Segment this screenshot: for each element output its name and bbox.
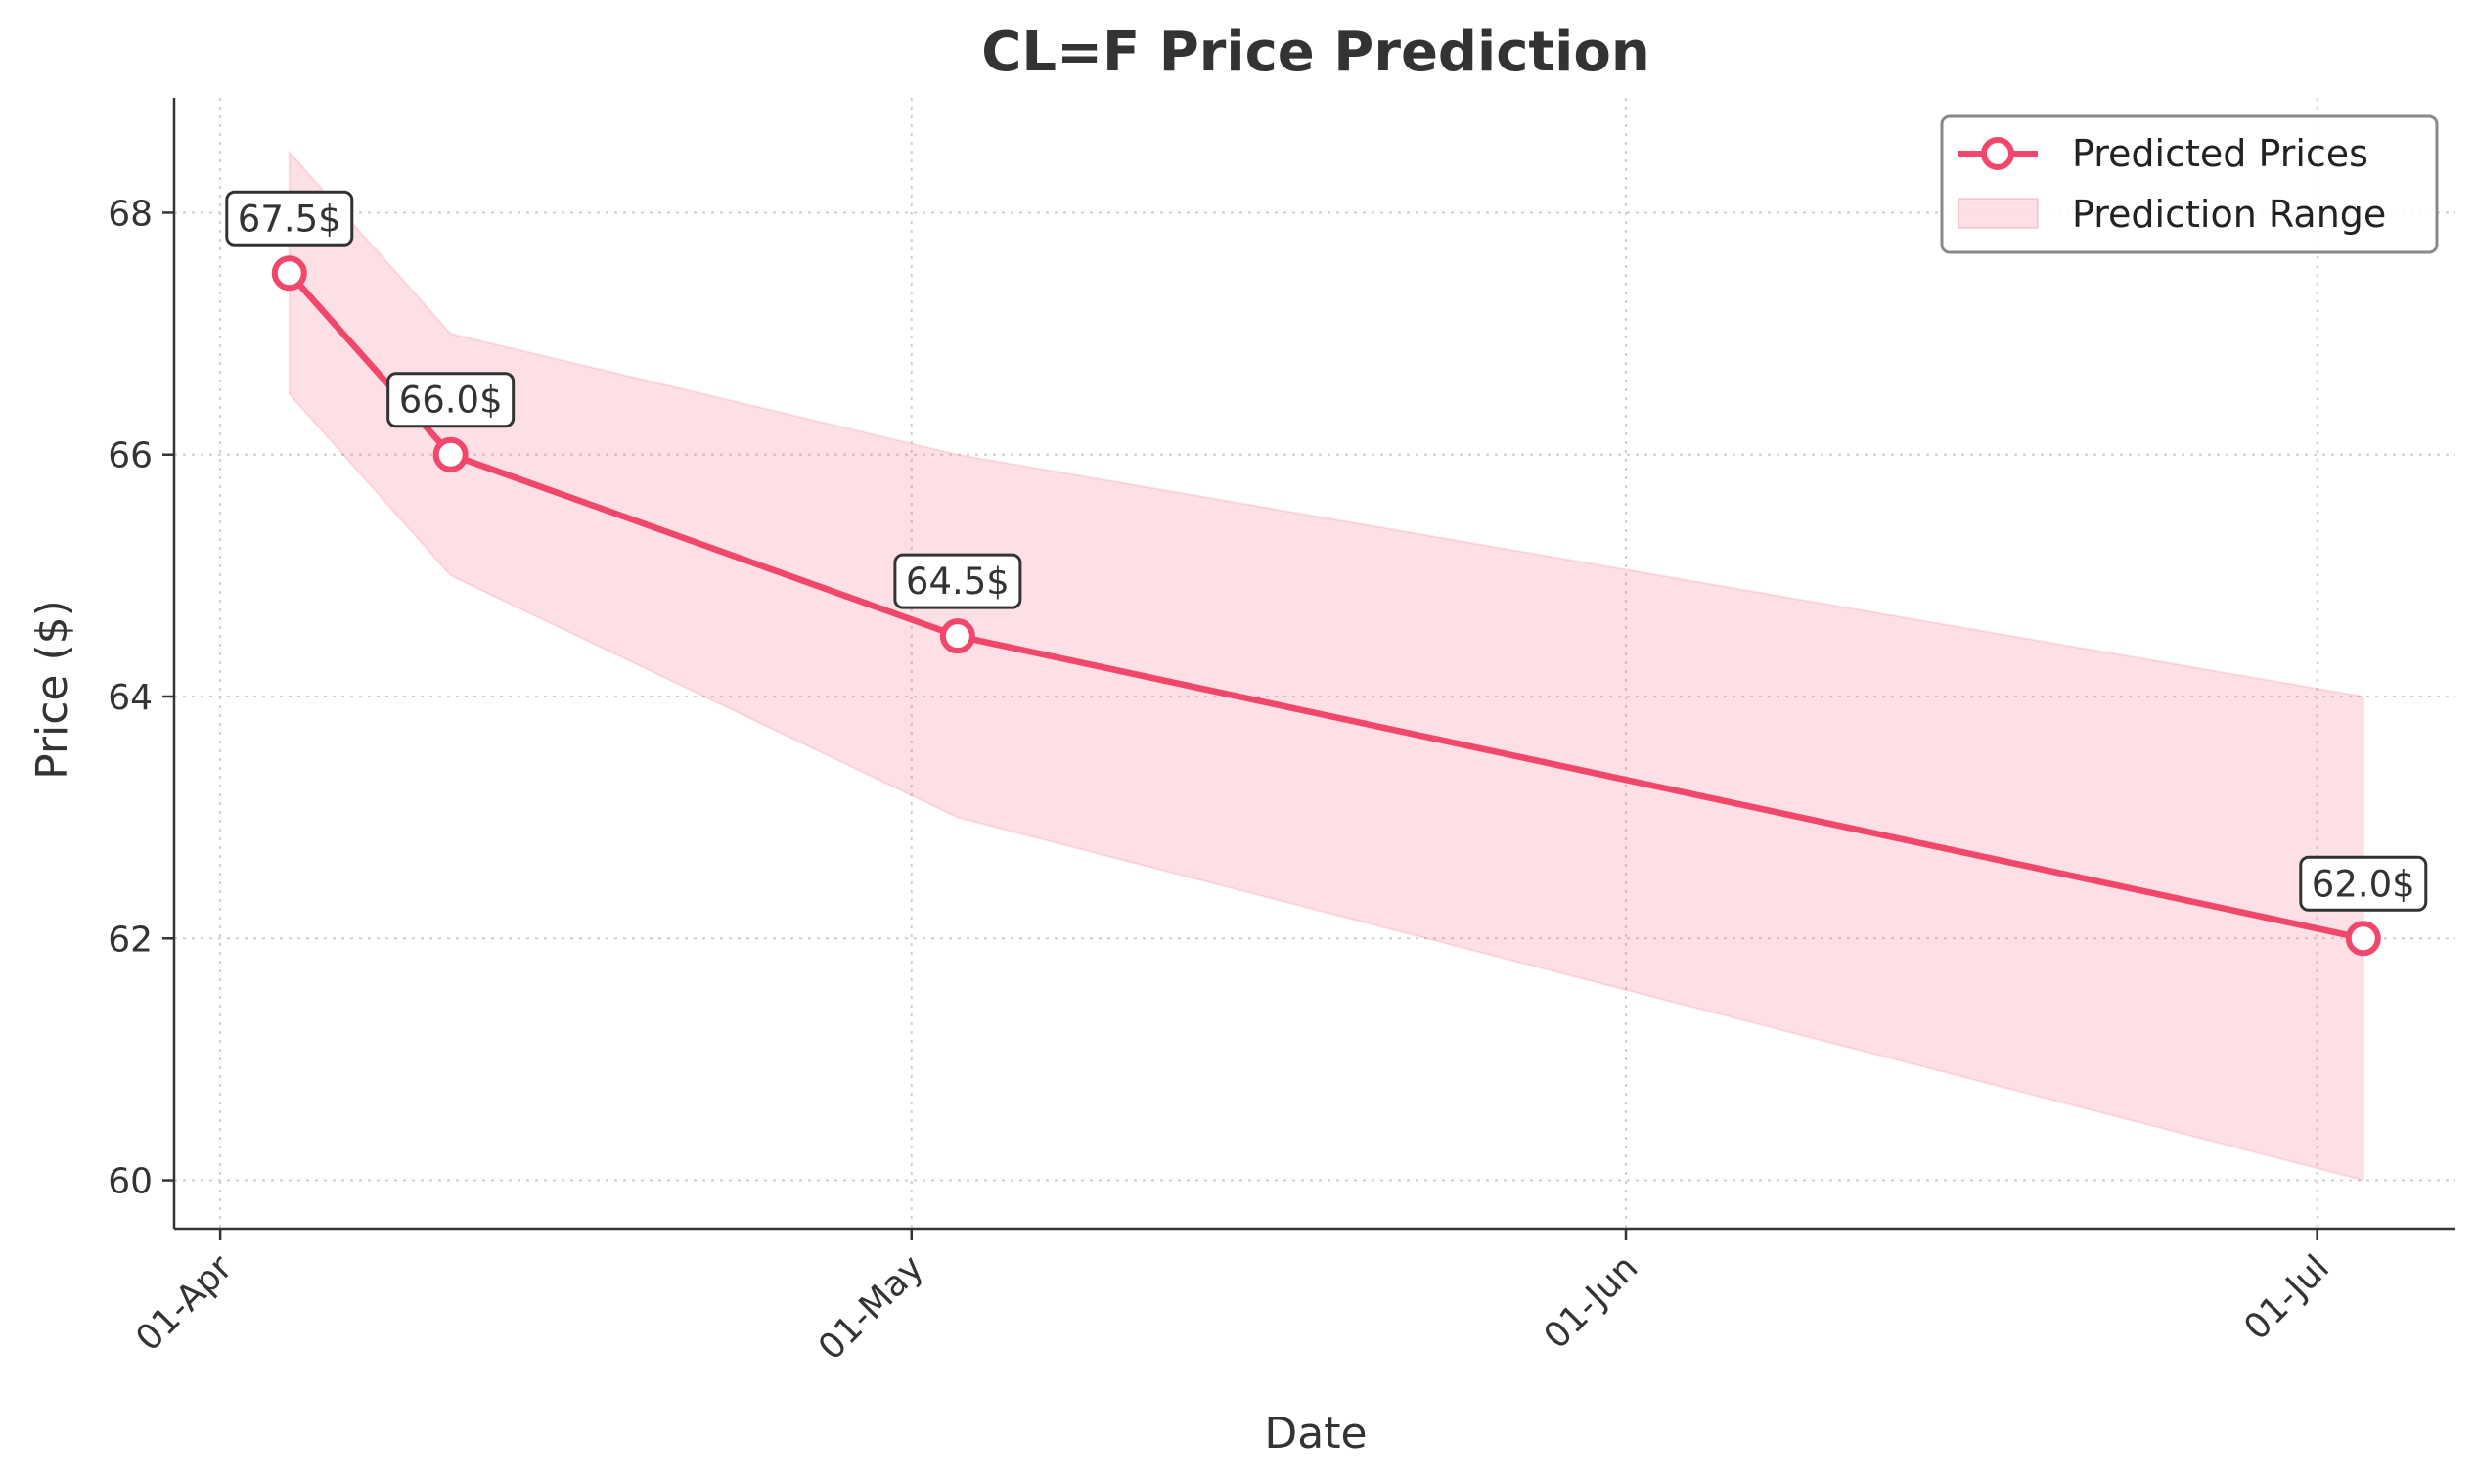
predicted-price-marker (939, 618, 975, 654)
y-tick-label: 64 (108, 678, 153, 718)
data-label-box (2299, 855, 2428, 912)
y-tick-label: 68 (108, 194, 153, 234)
prediction-range-band (288, 149, 2364, 1182)
data-label: 67.5$ (238, 198, 341, 240)
prediction-range-area (288, 149, 2364, 1182)
grid-lines (174, 98, 2455, 1229)
legend-label-predicted: Predicted Prices (2072, 132, 2368, 175)
chart-title: CL=F Price Prediction (981, 21, 1649, 84)
data-label-box (225, 190, 354, 247)
y-axis-label: Price ($) (27, 600, 77, 780)
legend: Predicted Prices Prediction Range (1940, 114, 2439, 254)
predicted-price-marker (2345, 921, 2381, 957)
x-tick-label: 01-Jul (2236, 1247, 2337, 1348)
x-tick-label: 01-Apr (128, 1247, 240, 1359)
data-label-box (893, 553, 1022, 609)
predicted-price-marker (432, 436, 469, 472)
predicted-price-marker (271, 255, 307, 292)
x-tick-label: 01-May (811, 1247, 931, 1368)
data-label-group: 66.0$ (386, 372, 516, 428)
predicted-prices-series (271, 255, 2381, 957)
y-tick-label: 66 (108, 436, 153, 476)
x-tick-label: 01-Jun (1537, 1247, 1646, 1357)
y-tick-label: 60 (108, 1162, 153, 1202)
data-labels: 67.5$ 66.0$ 64.5$ 62.0$ (225, 190, 2428, 912)
legend-frame (1940, 114, 2439, 254)
legend-label-range: Prediction Range (2072, 193, 2386, 236)
data-label: 64.5$ (906, 561, 1010, 603)
x-axis-label: Date (1264, 1409, 1367, 1459)
y-tick-label: 62 (108, 920, 153, 960)
legend-range-swatch (1958, 198, 2039, 229)
data-label-group: 62.0$ (2299, 855, 2428, 912)
data-label-group: 67.5$ (225, 190, 354, 247)
predicted-prices-line (287, 271, 2364, 942)
legend-marker-swatch (1981, 137, 2014, 170)
data-label-group: 64.5$ (893, 553, 1022, 609)
data-label: 66.0$ (399, 380, 503, 422)
data-label-box (386, 372, 516, 428)
data-label: 62.0$ (2312, 863, 2415, 905)
